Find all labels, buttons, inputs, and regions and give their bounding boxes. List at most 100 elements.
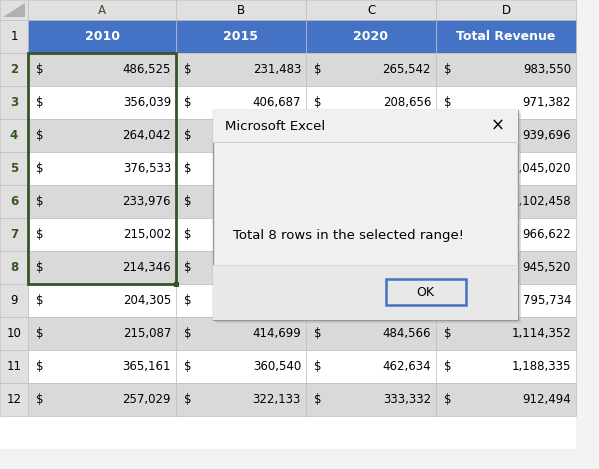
Bar (306, 317, 436, 350)
Bar (176, 251, 306, 284)
Text: 5: 5 (10, 162, 18, 175)
Text: 939,696: 939,696 (522, 129, 571, 142)
Text: D: D (501, 3, 510, 16)
Bar (28, 0, 176, 20)
Bar (436, 53, 576, 86)
Text: $: $ (36, 393, 44, 406)
Text: 462,634: 462,634 (382, 360, 431, 373)
Text: $: $ (184, 228, 192, 241)
Bar (28, 284, 176, 317)
Bar (176, 20, 306, 53)
Text: $: $ (444, 261, 452, 274)
Text: $: $ (36, 63, 44, 76)
Text: Total Revenue: Total Revenue (456, 30, 556, 43)
Bar (28, 53, 176, 86)
Bar (306, 284, 436, 317)
Bar (306, 383, 436, 416)
Text: $: $ (36, 162, 44, 175)
Text: 376,533: 376,533 (123, 162, 171, 175)
Text: $: $ (184, 63, 192, 76)
Text: 360,540: 360,540 (253, 360, 301, 373)
Bar (176, 119, 306, 152)
Text: $: $ (36, 96, 44, 109)
Text: $: $ (184, 129, 192, 142)
Bar (28, 185, 176, 218)
Text: $: $ (444, 63, 452, 76)
Bar (306, 185, 436, 218)
Bar (0, 119, 28, 152)
Text: 8: 8 (10, 261, 18, 274)
Text: 1,045,020: 1,045,020 (512, 162, 571, 175)
Text: 10: 10 (7, 327, 22, 340)
Text: $: $ (444, 393, 452, 406)
Bar (0, 53, 28, 86)
Text: 356,039: 356,039 (123, 96, 171, 109)
Bar (436, 152, 576, 185)
Text: 4: 4 (10, 129, 18, 142)
Text: 9: 9 (10, 294, 18, 307)
Bar (216, 113, 521, 323)
Text: 795,734: 795,734 (522, 294, 571, 307)
Text: $: $ (184, 393, 192, 406)
Text: 983,550: 983,550 (523, 63, 571, 76)
Bar (0, 218, 28, 251)
Bar (0, 20, 28, 53)
Text: 1,188,335: 1,188,335 (512, 360, 571, 373)
Bar (213, 110, 518, 320)
Text: $: $ (184, 195, 192, 208)
Bar (386, 280, 465, 305)
Bar (176, 284, 306, 317)
Bar (28, 383, 176, 416)
Text: $: $ (184, 162, 192, 175)
Bar (306, 20, 436, 53)
Text: 264,042: 264,042 (122, 129, 171, 142)
Bar (436, 350, 576, 383)
Bar (176, 53, 306, 86)
Bar (306, 350, 436, 383)
Bar (28, 53, 176, 284)
Bar (213, 110, 518, 142)
Text: 2020: 2020 (353, 30, 389, 43)
Text: $: $ (444, 360, 452, 373)
Bar (0, 185, 28, 218)
Text: 1,102,458: 1,102,458 (512, 195, 571, 208)
Bar (436, 383, 576, 416)
Bar (306, 0, 436, 20)
Text: $: $ (444, 162, 452, 175)
Bar (306, 218, 436, 251)
Bar (28, 350, 176, 383)
Bar (176, 0, 306, 20)
Text: 233,976: 233,976 (123, 195, 171, 208)
Bar (176, 86, 306, 119)
Text: 265,542: 265,542 (383, 63, 431, 76)
Bar (436, 0, 576, 20)
Bar (0, 284, 28, 317)
Bar (28, 218, 176, 251)
Text: 204,305: 204,305 (123, 294, 171, 307)
Text: 414,699: 414,699 (252, 327, 301, 340)
Text: 912,494: 912,494 (522, 393, 571, 406)
Bar (0, 0, 28, 20)
Bar (436, 284, 576, 317)
Bar (176, 218, 306, 251)
Text: 215,087: 215,087 (123, 327, 171, 340)
Polygon shape (3, 3, 25, 17)
Bar (28, 251, 176, 284)
Bar (176, 350, 306, 383)
Text: 3: 3 (10, 96, 18, 109)
Text: 486,525: 486,525 (123, 63, 171, 76)
Bar (436, 251, 576, 284)
Text: $: $ (444, 294, 452, 307)
Text: $: $ (36, 261, 44, 274)
Text: $: $ (36, 195, 44, 208)
Bar (306, 119, 436, 152)
Text: $: $ (444, 195, 452, 208)
Text: $: $ (36, 129, 44, 142)
Bar (306, 53, 436, 86)
Bar (306, 86, 436, 119)
Text: 2015: 2015 (223, 30, 259, 43)
Text: OK: OK (416, 286, 434, 299)
Text: $: $ (444, 228, 452, 241)
Text: 215,002: 215,002 (123, 228, 171, 241)
Text: 1: 1 (10, 30, 18, 43)
